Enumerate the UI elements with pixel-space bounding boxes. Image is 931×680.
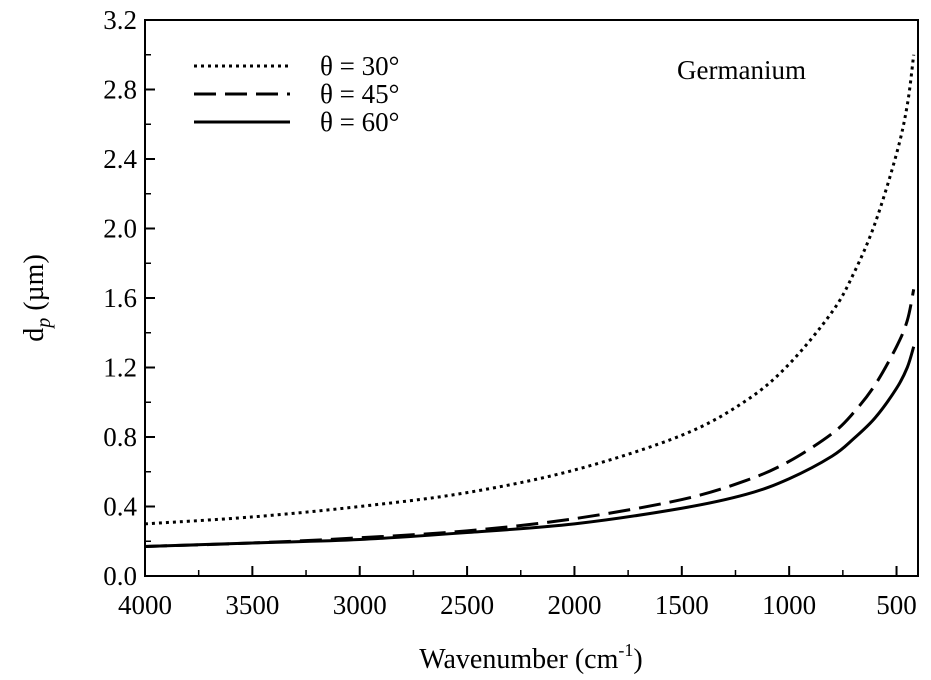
x-axis-label: Wavenumber (cm-1): [419, 640, 642, 675]
x-axis-label-close: ): [633, 644, 642, 675]
legend-label: θ = 30°: [320, 51, 399, 81]
x-tick-label: 4000: [118, 590, 172, 620]
series-line-solid: [144, 346, 916, 548]
y-tick-label: 2.0: [103, 214, 137, 244]
annotation-germanium: Germanium: [677, 55, 806, 85]
y-tick-label: 2.4: [103, 144, 137, 174]
x-tick-label: 1500: [655, 590, 709, 620]
series-line-dashed: [144, 289, 916, 548]
y-axis-label-main: d: [19, 328, 50, 342]
x-tick-label: 2000: [547, 590, 601, 620]
y-tick-label: 0.0: [103, 561, 137, 591]
y-axis: 0.0 0.4 0.8 1.2 1.6 2.0 2.4 2.8 3.2: [103, 5, 155, 591]
x-tick-label: 3500: [225, 590, 279, 620]
x-tick-label: 1000: [762, 590, 816, 620]
y-tick-label: 2.8: [103, 75, 137, 105]
legend: θ = 30°θ = 45°θ = 60°: [194, 51, 399, 137]
x-axis: 4000 3500 3000 2500 2000 1500 1000 500: [118, 566, 917, 620]
legend-label: θ = 60°: [320, 107, 399, 137]
x-axis-label-superscript: -1: [618, 640, 633, 660]
y-tick-label: 3.2: [103, 5, 137, 35]
x-tick-label: 2500: [440, 590, 494, 620]
y-axis-label: dp (µm): [19, 254, 55, 342]
x-axis-label-main: Wavenumber (cm: [419, 644, 618, 675]
y-tick-label: 0.4: [103, 492, 137, 522]
y-tick-label: 0.8: [103, 422, 137, 452]
y-axis-label-unit: (µm): [19, 254, 50, 318]
series-line-dotted: [144, 54, 916, 526]
series-layer: [144, 54, 916, 548]
y-axis-label-subscript: p: [33, 318, 55, 330]
x-tick-label: 500: [876, 590, 917, 620]
y-tick-label: 1.2: [103, 353, 137, 383]
x-tick-label: 3000: [333, 590, 387, 620]
legend-label: θ = 45°: [320, 79, 399, 109]
y-tick-label: 1.6: [103, 283, 137, 313]
plot-frame: [144, 19, 919, 577]
